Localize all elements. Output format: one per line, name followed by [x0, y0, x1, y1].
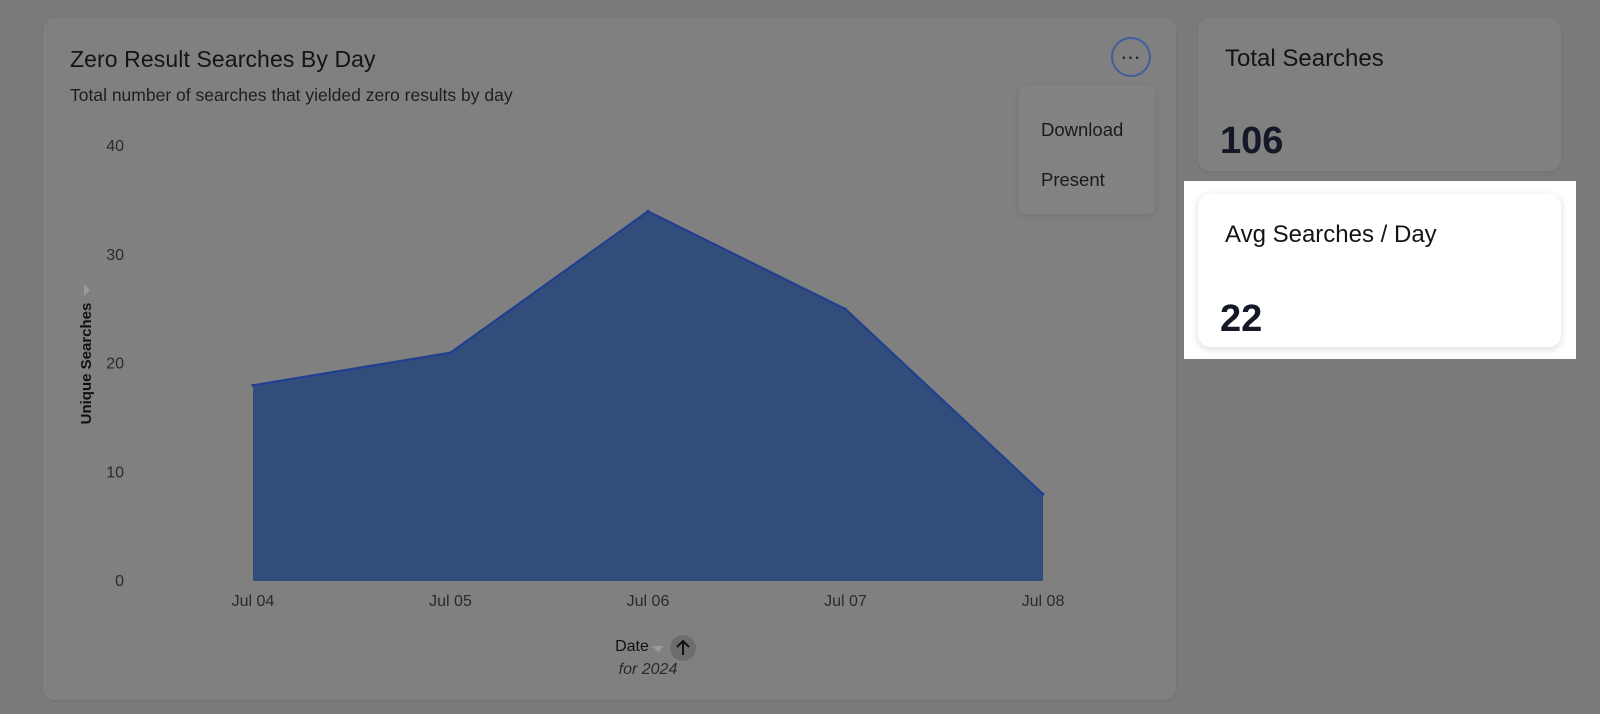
x-tick-label: Jul 06	[627, 593, 670, 610]
x-axis-sublabel: for 2024	[619, 661, 678, 678]
area-chart: 0 10 20 30 40 Unique Searches Jul 04 Jul 05 Jul …	[78, 138, 1065, 678]
total-searches-card: Total Searches 106	[1198, 18, 1561, 171]
y-axis-label: Unique Searches	[78, 303, 95, 425]
data-point	[251, 383, 255, 387]
zero-result-searches-card: Zero Result Searches By Day Total number…	[43, 18, 1176, 700]
kpi-value: 22	[1220, 298, 1263, 340]
y-tick-label: 40	[106, 138, 124, 155]
data-point	[844, 307, 847, 311]
kpi-value: 106	[1220, 120, 1284, 162]
data-point	[1041, 492, 1045, 496]
x-tick-label: Jul 05	[429, 593, 472, 610]
x-tick-label: Jul 07	[824, 593, 867, 610]
kpi-title: Avg Searches / Day	[1225, 221, 1437, 248]
y-tick-label: 30	[106, 247, 124, 264]
chart-subtitle: Total number of searches that yielded ze…	[70, 85, 513, 105]
data-point	[449, 351, 452, 355]
avg-searches-card[interactable]: Avg Searches / Day 22	[1198, 194, 1561, 347]
x-tick-label: Jul 08	[1022, 593, 1065, 610]
menu-item-download[interactable]: Download	[1041, 119, 1124, 140]
y-axis-caret-icon	[84, 284, 90, 296]
y-tick-label: 10	[106, 464, 124, 481]
y-tick-label: 0	[115, 573, 124, 590]
menu-item-present[interactable]: Present	[1041, 169, 1105, 190]
more-options-button[interactable]: ⋯	[1111, 37, 1151, 77]
x-tick-label: Jul 04	[232, 593, 275, 610]
chart-title: Zero Result Searches By Day	[70, 46, 376, 72]
chart-options-menu: Download Present	[1019, 86, 1155, 214]
sort-caret-icon	[652, 646, 664, 652]
area-series	[253, 211, 1043, 581]
kpi-title: Total Searches	[1225, 45, 1384, 72]
data-point	[646, 209, 650, 213]
arrow-up-icon	[676, 639, 690, 655]
y-tick-label: 20	[106, 356, 124, 373]
more-horizontal-icon: ⋯	[1120, 46, 1142, 69]
x-axis-label: Date	[615, 638, 649, 655]
